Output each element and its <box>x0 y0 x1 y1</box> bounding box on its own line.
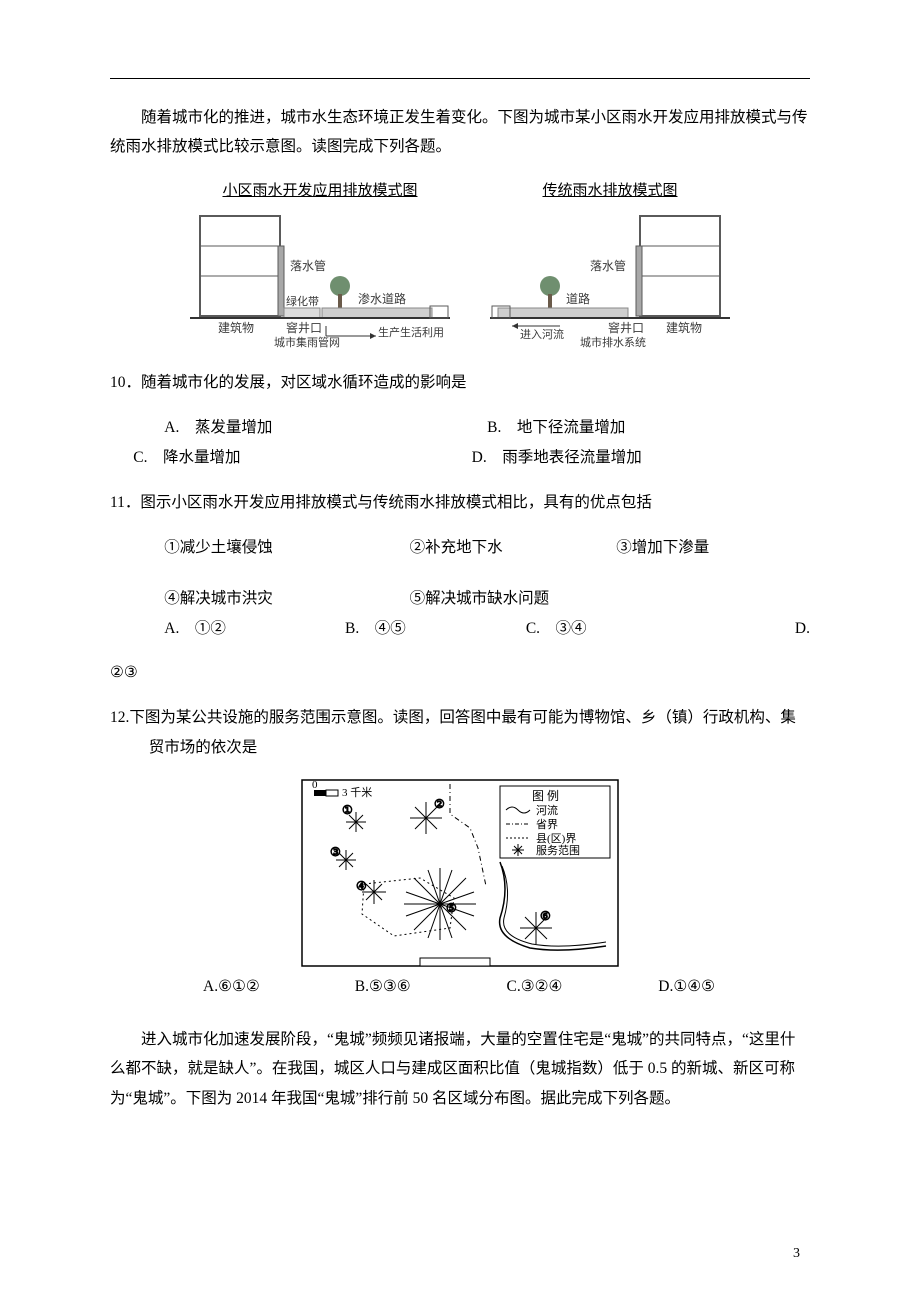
q11-item-5: ⑤解决城市缺水问题 <box>410 584 810 613</box>
q11-options: A. ①② B. ④⑤ C. ③④ D. <box>110 614 810 643</box>
svg-text:窨井口: 窨井口 <box>286 320 322 335</box>
intro-paragraph-2: 进入城市化加速发展阶段，“鬼城”频频见诸报端，大量的空置住宅是“鬼城”的共同特点… <box>110 1025 810 1113</box>
svg-text:进入河流: 进入河流 <box>520 327 564 341</box>
svg-text:渗水道路: 渗水道路 <box>358 291 406 306</box>
q11-opt-d: D. <box>707 614 810 643</box>
svg-text:建筑物: 建筑物 <box>666 320 702 335</box>
q11-opt-b: B. ④⑤ <box>345 614 526 643</box>
q10-options-row1: A. 蒸发量增加 B. 地下径流量增加 <box>110 413 810 442</box>
svg-text:落水管: 落水管 <box>290 258 326 273</box>
service-range-svg: 0 3 千米 图 例 河流 省界 县(区)界 服务范围 <box>300 778 620 968</box>
q11-wrap: ②③ <box>110 658 810 687</box>
svg-text:⑥: ⑥ <box>540 909 551 923</box>
q12-opt-d: D.①④⑤ <box>658 972 810 1001</box>
svg-text:④: ④ <box>356 879 367 893</box>
q12-opt-c: C.③②④ <box>507 972 659 1001</box>
q10-options-row2: C. 降水量增加 D. 雨季地表径流量增加 <box>110 443 810 472</box>
q11-item-3: ③增加下渗量 <box>616 533 810 562</box>
figure-drainage-compare: 小区雨水开发应用排放模式图 落水管 绿化带 渗水道路 <box>110 177 810 353</box>
drainage-right-svg: 落水管 道路 进入河流 窨井口 建筑物 城市排水系统 <box>490 208 730 353</box>
q11-item-4: ④解决城市洪灾 <box>164 584 409 613</box>
q12-stem: 12.下图为某公共设施的服务范围示意图。读图，回答图中最有可能为博物馆、乡（镇）… <box>110 703 810 762</box>
exam-page: 随着城市化的推进，城市水生态环境正发生着变化。下图为城市某小区雨水开发应用排放模… <box>0 0 920 1302</box>
svg-text:落水管: 落水管 <box>590 258 626 273</box>
q11-stem: 11．图示小区雨水开发应用排放模式与传统雨水排放模式相比，具有的优点包括 <box>110 488 810 517</box>
svg-text:城市集雨管网: 城市集雨管网 <box>274 335 340 349</box>
q11-items-row1: ①减少土壤侵蚀 ②补充地下水 ③增加下渗量 <box>110 533 810 562</box>
figure-right-title: 传统雨水排放模式图 <box>542 177 677 206</box>
svg-text:城市排水系统: 城市排水系统 <box>580 335 646 349</box>
svg-text:县(区)界: 县(区)界 <box>536 832 576 845</box>
q10-opt-b: B. 地下径流量增加 <box>487 413 810 442</box>
svg-text:绿化带: 绿化带 <box>286 294 319 308</box>
q10-opt-a: A. 蒸发量增加 <box>164 413 487 442</box>
svg-text:建筑物: 建筑物 <box>218 320 254 335</box>
svg-text:道路: 道路 <box>566 291 590 306</box>
svg-text:③: ③ <box>330 845 341 859</box>
svg-text:3 千米: 3 千米 <box>342 786 372 799</box>
svg-text:①: ① <box>342 803 353 817</box>
page-number: 3 <box>793 1241 800 1268</box>
q11-opt-c: C. ③④ <box>526 614 707 643</box>
q10-stem: 10．随着城市化的发展，对区域水循环造成的影响是 <box>110 368 810 397</box>
spacer <box>110 1001 810 1009</box>
q12-options: A.⑥①② B.⑤③⑥ C.③②④ D.①④⑤ <box>110 972 810 1001</box>
svg-text:0: 0 <box>312 779 318 791</box>
figure-service-range: 0 3 千米 图 例 河流 省界 县(区)界 服务范围 <box>110 778 810 968</box>
svg-text:服务范围: 服务范围 <box>536 843 580 857</box>
svg-text:生产生活利用: 生产生活利用 <box>378 325 444 339</box>
svg-text:河流: 河流 <box>536 803 558 817</box>
q10-opt-c: C. 降水量增加 <box>133 443 471 472</box>
figure-right: 传统雨水排放模式图 落水管 道路 进入河流 <box>490 177 730 353</box>
q12-opt-b: B.⑤③⑥ <box>355 972 507 1001</box>
q12-opt-a: A.⑥①② <box>203 972 355 1001</box>
svg-text:图 例: 图 例 <box>532 789 559 803</box>
drainage-left-svg: 落水管 绿化带 渗水道路 建筑物 窨井口 生产生活利用 城市集雨管网 <box>190 208 450 353</box>
q11-item-1: ①减少土壤侵蚀 <box>164 533 409 562</box>
svg-text:窨井口: 窨井口 <box>608 320 644 335</box>
figure-left: 小区雨水开发应用排放模式图 落水管 绿化带 渗水道路 <box>190 177 450 353</box>
intro-paragraph-1: 随着城市化的推进，城市水生态环境正发生着变化。下图为城市某小区雨水开发应用排放模… <box>110 103 810 162</box>
q11-items-row2: ④解决城市洪灾 ⑤解决城市缺水问题 <box>110 584 810 613</box>
svg-text:②: ② <box>434 797 445 811</box>
svg-text:省界: 省界 <box>536 818 558 831</box>
figure-left-title: 小区雨水开发应用排放模式图 <box>222 177 417 206</box>
q10-opt-d: D. 雨季地表径流量增加 <box>472 443 810 472</box>
q11-opt-a: A. ①② <box>164 614 345 643</box>
svg-text:⑤: ⑤ <box>446 901 457 915</box>
q11-item-2: ②补充地下水 <box>410 533 617 562</box>
header-rule <box>110 78 810 79</box>
